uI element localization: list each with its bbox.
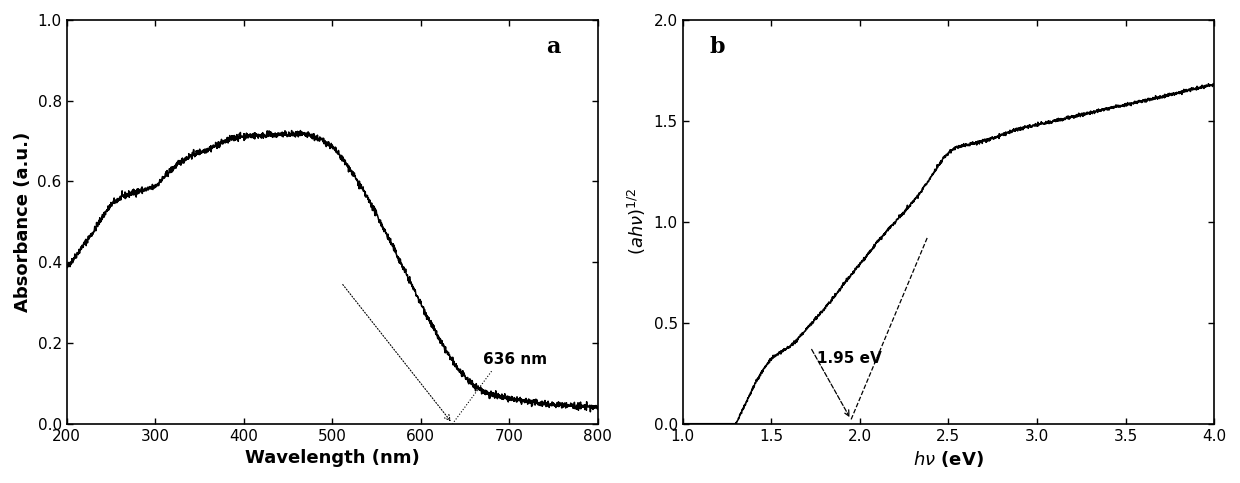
- Y-axis label: Absorbance (a.u.): Absorbance (a.u.): [14, 132, 32, 312]
- Y-axis label: $(ah\nu)^{1/2}$: $(ah\nu)^{1/2}$: [626, 188, 649, 256]
- X-axis label: Wavelength (nm): Wavelength (nm): [244, 449, 419, 467]
- Text: 636 nm: 636 nm: [482, 352, 547, 367]
- Text: a: a: [547, 36, 560, 58]
- X-axis label: $h\nu$ (eV): $h\nu$ (eV): [913, 449, 983, 469]
- Text: b: b: [709, 36, 725, 58]
- Text: 1.95 eV: 1.95 eV: [817, 351, 882, 366]
